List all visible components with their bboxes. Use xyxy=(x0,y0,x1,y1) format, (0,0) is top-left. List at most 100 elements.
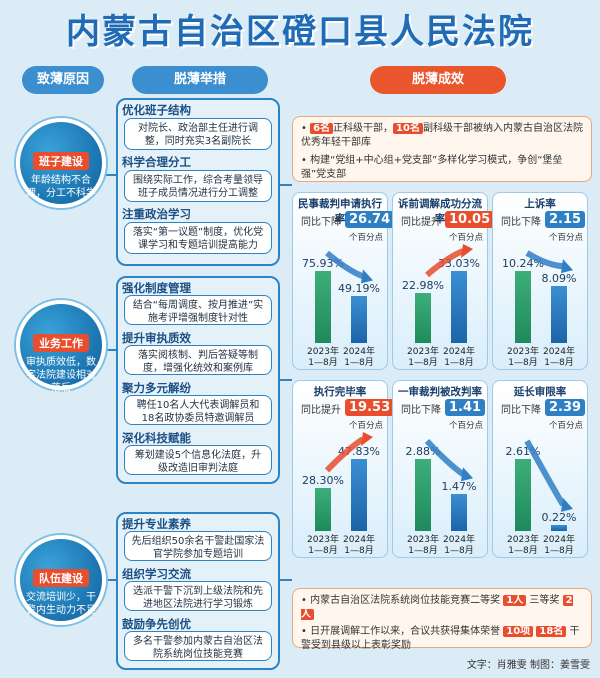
measure-desc: 多名干警参加内蒙古自治区法院系统岗位技能竞赛 xyxy=(124,631,272,661)
trend-arrow-shaft xyxy=(524,439,566,507)
result-text: 正科级干部， xyxy=(333,123,394,134)
change-direction: 同比提升 xyxy=(401,217,441,228)
chart-title: 执行完毕率 xyxy=(313,386,367,398)
category-label: 2024年 1—8月 xyxy=(443,535,475,556)
chart-bar xyxy=(351,296,367,343)
trend-arrow-shaft xyxy=(425,248,465,278)
category-label: 2024年 1—8月 xyxy=(543,535,575,556)
change-value: 19.53 xyxy=(345,399,395,416)
trend-arrow-head xyxy=(461,244,473,258)
cause-circle-team: 班子建设 年龄结构不合理，分工不科学 xyxy=(16,118,106,208)
trend-down-arrow-icon xyxy=(424,438,473,482)
measure-title: 提升专业素养 xyxy=(122,517,191,531)
measure-desc: 选派干警下沉到上级法院和先进地区法院进行学习锻炼 xyxy=(124,581,272,611)
change-direction: 同比提升 xyxy=(301,405,341,416)
measure-title: 强化制度管理 xyxy=(122,281,191,295)
chart-panel: 一审裁判被改判率 同比下降 1.41 个百分点 2.88% 2023年 1—8月 1.47%… xyxy=(392,380,488,558)
measure-title: 注重政治学习 xyxy=(122,207,191,221)
result-line: • 6名 正科级干部， 10名 副科级干部被纳入内蒙古自治区法院优秀年轻干部库 xyxy=(301,123,583,148)
measure-desc: 先后组织50余名干警赴国家法官学院参加专题培训 xyxy=(124,531,272,561)
measure-title: 科学合理分工 xyxy=(122,155,191,169)
change-value: 2.39 xyxy=(545,399,586,416)
chart-title: 一审裁判被改判率 xyxy=(398,386,482,398)
column-header-causes: 致薄原因 xyxy=(22,66,104,94)
change-value: 1.41 xyxy=(445,399,486,416)
trend-arrow-head xyxy=(361,432,373,446)
change-direction: 同比下降 xyxy=(401,405,441,416)
measure-desc: 落实阅核制、判后答疑等制度，增强化统效和案例库 xyxy=(124,345,272,375)
cause-desc: 审执质效低，数字法院建设相对落后 xyxy=(26,357,96,394)
bar-value-label: 1.47% xyxy=(441,480,477,494)
category-label: 2023年 1—8月 xyxy=(407,347,439,368)
change-unit: 个百分点 xyxy=(449,421,484,431)
chart-panel: 诉前调解成功分流率 同比提升 10.05 个百分点 22.98% 2023年 1—8月 33… xyxy=(392,192,495,370)
chart-title: 延长审限率 xyxy=(513,386,567,398)
category-label: 2023年 1—8月 xyxy=(507,535,539,556)
result-chip: 10项 xyxy=(503,626,534,637)
trend-arrow-shaft xyxy=(525,250,564,270)
chart-bar xyxy=(315,271,331,343)
measure-desc: 筹划建设5个信息化法庭，升级改造旧审判法庭 xyxy=(124,445,272,475)
chart-bar xyxy=(451,271,467,343)
measure-desc: 结合“每周调度、按月推进”实施考评增强制度针对性 xyxy=(124,295,272,325)
chart-bar xyxy=(415,459,431,531)
column-header-results: 脱薄成效 xyxy=(370,66,506,94)
page-title: 内蒙古自治区磴口县人民法院 xyxy=(66,12,534,52)
change-unit: 个百分点 xyxy=(349,421,384,431)
cause-title: 业务工作 xyxy=(33,334,89,352)
bar-value-label: 10.24% xyxy=(502,257,544,270)
trend-arrow-head xyxy=(561,259,573,274)
change-direction: 同比下降 xyxy=(501,217,541,228)
measure-title: 组织学习交流 xyxy=(122,567,191,581)
trend-arrow-shaft xyxy=(325,250,365,280)
change-value: 10.05 xyxy=(445,211,495,228)
cause-desc: 年龄结构不合理，分工不科学 xyxy=(26,175,96,199)
cause-circle-business: 业务工作 审执质效低，数字法院建设相对落后 xyxy=(16,300,106,394)
bar-value-label: 49.19% xyxy=(338,282,380,296)
result-text: 内蒙古自治区法院系统岗位技能竞赛二等奖 xyxy=(310,595,501,606)
chart-title: 上诉率 xyxy=(524,198,556,210)
trend-arrow-shaft xyxy=(424,438,465,477)
change-unit: 个百分点 xyxy=(549,421,584,431)
chart-bar xyxy=(551,286,567,343)
chart-panel: 民事裁判申请执行率 同比下降 26.74 个百分点 75.93% 2023年 1—8月 49… xyxy=(292,192,395,370)
cause-title: 队伍建设 xyxy=(33,569,89,587)
category-label: 2023年 1—8月 xyxy=(407,535,439,556)
results-box-bottom: • 内蒙古自治区法院系统岗位技能竞赛二等奖 1人 三等奖 2人 • 日开展调解工… xyxy=(292,588,592,651)
category-label: 2024年 1—8月 xyxy=(343,347,375,368)
category-label: 2023年 1—8月 xyxy=(507,347,539,368)
measure-desc: 围绕实际工作，综合考量领导班子成员情况进行分工调整 xyxy=(124,170,272,202)
bar-value-label: 0.22% xyxy=(541,510,577,524)
trend-down-arrow-icon xyxy=(525,250,573,274)
chart-bar xyxy=(351,459,367,531)
result-text: 三等奖 xyxy=(529,595,560,606)
cause-circle-staff: 队伍建设 交流培训少，干警内生动力不足 xyxy=(16,535,106,625)
result-chip: 6名 xyxy=(310,123,334,134)
bar-value-label: 8.09% xyxy=(541,272,577,286)
result-line: • 日开展调解工作以来，合议共获得集体荣誉 10项 18名 干警受到县级以上表彰… xyxy=(301,626,580,651)
change-direction: 同比下降 xyxy=(301,217,341,228)
trend-arrow-shaft xyxy=(324,436,365,473)
category-label: 2024年 1—8月 xyxy=(443,347,475,368)
column-header-measures: 脱薄举措 xyxy=(132,66,268,94)
result-text: 日开展调解工作以来，合议共获得集体荣誉 xyxy=(310,626,501,637)
chart-bar xyxy=(315,488,331,531)
measure-desc: 对院长、政治部主任进行调整，同时充实3名副院长 xyxy=(124,118,272,150)
measure-desc: 聘任10名人大代表调解员和18名政协委员特邀调解员 xyxy=(124,395,272,425)
category-label: 2024年 1—8月 xyxy=(343,535,375,556)
result-text: 副科级干部被纳入内蒙古自治区法院优秀年轻干部库 xyxy=(301,123,583,148)
category-label: 2024年 1—8月 xyxy=(543,347,575,368)
chart-bar xyxy=(551,524,567,531)
trend-up-arrow-icon xyxy=(324,432,373,473)
results-box-top: • 6名 正科级干部， 10名 副科级干部被纳入内蒙古自治区法院优秀年轻干部库 • 构… xyxy=(292,116,592,182)
measure-title: 提升审执质效 xyxy=(122,331,191,345)
chart-title: 诉前调解成功分流率 xyxy=(398,198,482,225)
measure-desc: 落实“第一议题”制度，优化党课学习和专题培训提高能力 xyxy=(124,222,272,254)
trend-arrow-head xyxy=(561,497,573,512)
bar-value-label: 28.30% xyxy=(302,474,344,488)
measure-title: 聚力多元解纷 xyxy=(122,381,191,395)
category-label: 2023年 1—8月 xyxy=(307,347,339,368)
bar-value-label: 22.98% xyxy=(402,278,444,292)
measure-title: 鼓励争先创优 xyxy=(122,617,191,631)
